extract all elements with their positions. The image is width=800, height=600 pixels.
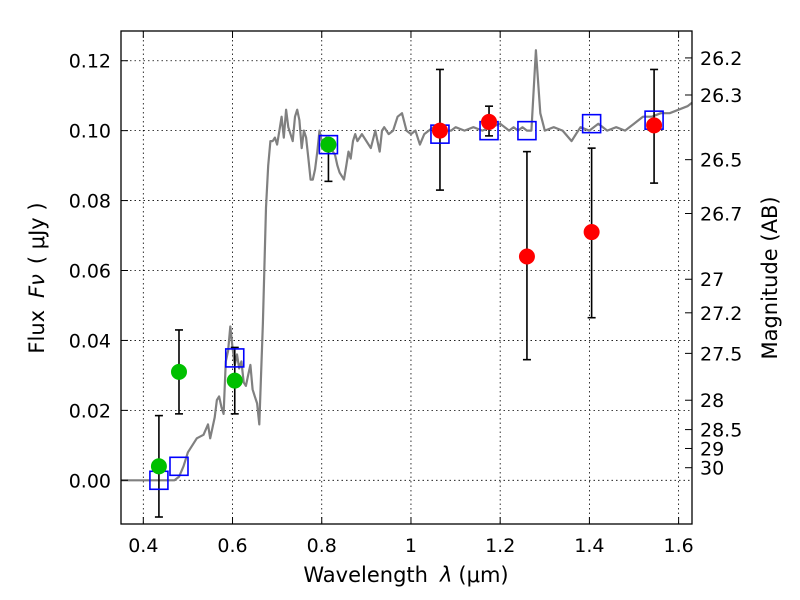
detection-point xyxy=(646,117,663,134)
square-marker-layer xyxy=(149,110,664,491)
y-tick-label: 0.00 xyxy=(69,470,111,492)
mag-tick-label: 29 xyxy=(700,438,724,460)
y-axis-right-label: Magnitude (AB) xyxy=(758,196,782,359)
circle-marker-layer xyxy=(150,113,663,475)
x-tick-label: 1.4 xyxy=(574,535,604,557)
model-square-point xyxy=(169,456,189,477)
x-axis-label: Wavelength λ (μm) xyxy=(303,563,508,587)
x-tick-label: 0.4 xyxy=(128,535,158,557)
x-tick-label: 1 xyxy=(405,535,417,557)
model-square-point xyxy=(224,348,245,368)
model-square-point xyxy=(581,113,602,134)
plot-frame xyxy=(120,30,693,525)
mag-tick-label: 28 xyxy=(700,390,724,412)
grid xyxy=(121,31,692,524)
x-tick-label: 0.8 xyxy=(307,535,337,557)
detection-point xyxy=(170,363,187,380)
y-tick-label: 0.08 xyxy=(69,191,111,213)
y-axis-label: FluxFν( μJy ) xyxy=(25,202,49,353)
mag-tick-label: 26.5 xyxy=(700,150,742,172)
detection-point xyxy=(518,248,535,265)
tick-layer: 0.4 0.6 0.8 1 1.2 1.4 1.6 0.00 0.02 0.04 0.06 0.08 0… xyxy=(69,31,742,557)
mag-tick-label: 26.7 xyxy=(700,204,742,226)
mag-tick-label: 28.5 xyxy=(700,420,742,442)
mag-tick-label: 26.3 xyxy=(700,85,742,107)
spectrum-layer xyxy=(121,49,693,482)
spectrum-line xyxy=(121,49,693,482)
errorbar-layer xyxy=(154,68,659,518)
detection-point xyxy=(320,136,337,153)
mag-tick-label: 30 xyxy=(700,458,724,480)
mag-tick-label: 26.2 xyxy=(700,48,742,70)
detection-point xyxy=(150,458,167,475)
x-tick-label: 1.6 xyxy=(664,535,694,557)
y-tick-label: 0.10 xyxy=(69,121,111,143)
y-tick-label: 0.02 xyxy=(69,400,111,422)
y-tick-label: 0.12 xyxy=(69,51,111,73)
x-tick-label: 0.6 xyxy=(217,535,247,557)
mag-tick-label: 27.5 xyxy=(700,343,742,365)
y-tick-label: 0.04 xyxy=(69,330,111,352)
mag-tick-label: 27 xyxy=(700,269,724,291)
mag-tick-label: 27.2 xyxy=(700,303,742,325)
detection-point xyxy=(481,113,498,130)
model-square-point xyxy=(517,120,537,141)
x-tick-label: 1.2 xyxy=(485,535,515,557)
detection-point xyxy=(583,224,600,241)
y-tick-label: 0.06 xyxy=(69,261,111,283)
model-square-point xyxy=(318,134,339,155)
detection-point xyxy=(226,372,243,389)
detection-point xyxy=(431,122,448,139)
